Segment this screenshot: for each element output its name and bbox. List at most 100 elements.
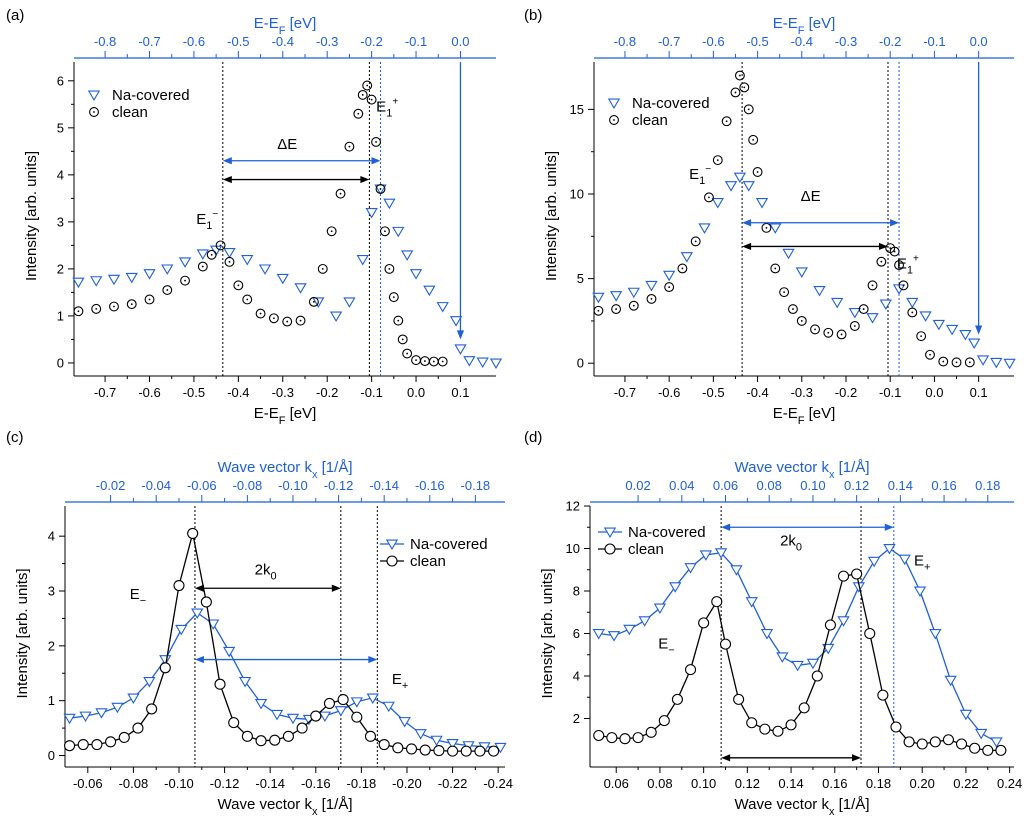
data-point xyxy=(294,283,307,294)
data-point-ring xyxy=(646,293,657,304)
series-na-covered xyxy=(592,544,1003,748)
data-point xyxy=(990,357,1003,369)
data-point-dot xyxy=(366,84,369,87)
data-point xyxy=(929,629,942,640)
data-point xyxy=(990,737,1003,748)
x-tick-label: 0.0 xyxy=(407,385,425,400)
data-point xyxy=(787,304,798,315)
data-point-dot xyxy=(968,361,971,364)
y-tick-label: 10 xyxy=(570,187,584,202)
data-point xyxy=(343,297,356,308)
data-point-dot xyxy=(406,352,409,355)
top-tick-label: -0.4 xyxy=(791,34,813,49)
data-point xyxy=(925,349,935,360)
data-point xyxy=(132,722,144,734)
data-point-dot xyxy=(321,268,324,270)
top-tick-label: -0.3 xyxy=(835,34,857,49)
x-tick-label: -0.6 xyxy=(658,385,680,400)
data-point xyxy=(760,629,774,640)
data-point-ring xyxy=(109,301,119,312)
top-tick-label: -0.04 xyxy=(141,478,171,493)
data-point-dot xyxy=(312,300,315,303)
x-tick-label: -0.3 xyxy=(272,385,294,400)
data-point xyxy=(162,285,173,296)
data-point-ring xyxy=(162,285,173,296)
data-point xyxy=(489,358,503,369)
x-tick-label: 0.24 xyxy=(997,776,1022,791)
data-point-ring xyxy=(628,300,639,311)
data-point xyxy=(830,297,844,309)
data-point-dot xyxy=(392,296,395,299)
data-point xyxy=(942,734,954,746)
data-point-dot xyxy=(272,317,275,320)
data-point-ring xyxy=(810,324,821,335)
data-point-ring xyxy=(255,308,266,319)
data-point xyxy=(276,273,289,285)
data-point-dot xyxy=(370,98,373,101)
data-point xyxy=(402,348,413,359)
arrow-head xyxy=(368,655,378,664)
arrow-head xyxy=(222,157,232,165)
data-point-ring xyxy=(224,256,235,267)
data-point xyxy=(951,357,962,368)
data-point xyxy=(125,272,138,284)
data-point xyxy=(241,255,254,266)
data-point xyxy=(724,181,738,192)
top-tick-label: -0.3 xyxy=(316,34,338,49)
data-point-dot xyxy=(401,338,404,341)
data-point xyxy=(848,308,862,319)
annotation-label: 2k0 xyxy=(780,532,802,553)
data-point xyxy=(241,730,253,742)
data-point xyxy=(286,713,300,725)
x-tick-label: -0.5 xyxy=(183,385,205,400)
data-point xyxy=(782,248,795,260)
data-point xyxy=(392,742,404,754)
data-point-dot xyxy=(210,253,213,256)
y-tick-label: 6 xyxy=(573,626,580,641)
data-point-ring xyxy=(397,334,408,345)
legend-label: clean xyxy=(410,553,446,570)
data-point xyxy=(733,693,745,705)
annotation-label: E1− xyxy=(196,209,218,232)
data-point-dot xyxy=(613,119,615,121)
data-point xyxy=(87,90,101,102)
legend-label: clean xyxy=(632,112,668,129)
data-point xyxy=(795,267,808,278)
data-point xyxy=(126,299,137,310)
data-point xyxy=(371,136,382,147)
data-point-dot xyxy=(166,289,169,291)
data-point xyxy=(824,619,836,631)
data-point-ring xyxy=(849,321,860,331)
panel-label: (d) xyxy=(524,429,542,446)
data-point xyxy=(233,280,244,291)
data-point-ring xyxy=(938,356,949,367)
y-tick-label: 12 xyxy=(566,499,580,514)
data-point-ring xyxy=(690,236,701,247)
data-point-ring xyxy=(233,280,244,291)
x-tick-label: -0.24 xyxy=(483,776,513,791)
data-point xyxy=(191,608,204,619)
data-point xyxy=(864,627,876,640)
arrow-head xyxy=(360,175,370,184)
x-tick-label: -0.12 xyxy=(210,776,240,791)
data-point xyxy=(400,250,414,261)
data-point xyxy=(95,708,108,719)
x-tick-label: -0.7 xyxy=(94,385,116,400)
data-point xyxy=(409,269,423,280)
data-point xyxy=(746,717,758,729)
data-point-ring xyxy=(357,89,368,100)
data-point xyxy=(178,257,192,268)
data-point-ring xyxy=(375,184,386,194)
data-point-dot xyxy=(694,240,697,243)
data-point-ring xyxy=(126,299,137,310)
data-point xyxy=(645,280,658,292)
x-tick-label: -0.1 xyxy=(879,385,901,400)
data-point xyxy=(759,723,771,735)
data-point xyxy=(447,745,459,757)
data-point xyxy=(938,356,949,367)
arrow-head xyxy=(884,523,894,531)
data-point xyxy=(680,252,694,263)
x-tick-label: 0.16 xyxy=(822,776,847,791)
data-point-dot xyxy=(375,141,377,143)
data-point xyxy=(362,80,373,91)
